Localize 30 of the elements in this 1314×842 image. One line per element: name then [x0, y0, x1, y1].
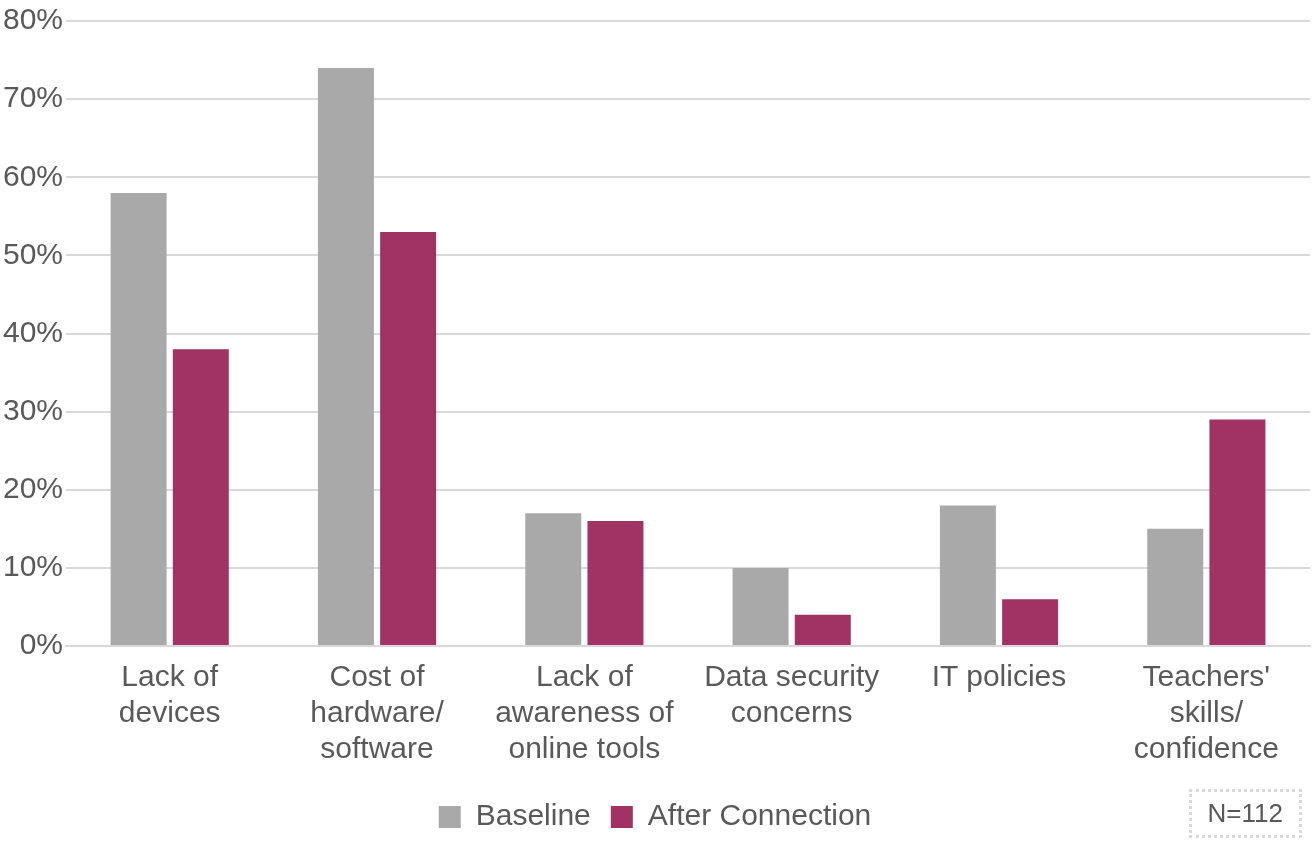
y-tick-label: 60% — [3, 158, 64, 192]
bar — [1209, 419, 1266, 645]
y-tick-label: 10% — [3, 549, 64, 583]
x-tick-label: Cost of hardware/ software — [310, 659, 445, 765]
bar — [525, 513, 582, 645]
x-tick-label: Teachers' skills/ confidence — [1133, 659, 1279, 765]
text: N=112 — [1188, 789, 1302, 838]
legend-label: After Connection — [647, 798, 872, 832]
y-tick-label: 80% — [3, 2, 64, 36]
x-tick-label: Lack of devices — [118, 659, 221, 729]
legend-label: Baseline — [475, 798, 591, 832]
x-tick-label: Lack of awareness of online tools — [495, 659, 675, 765]
y-tick-label: 40% — [3, 314, 64, 348]
bar — [587, 521, 644, 645]
bar — [317, 67, 374, 645]
y-tick-label: 70% — [3, 80, 64, 114]
bar — [732, 567, 789, 645]
bar — [1147, 528, 1204, 645]
bar — [794, 614, 851, 645]
bar — [380, 231, 437, 645]
y-tick-label: 50% — [3, 236, 64, 270]
x-tick-label: Data security concerns — [704, 659, 880, 729]
y-tick-label: 30% — [3, 392, 64, 426]
y-tick-label: 20% — [3, 471, 64, 505]
y-tick-label: 0% — [19, 627, 64, 661]
bar — [110, 192, 167, 645]
bar — [172, 349, 229, 645]
x-tick-label: IT policies — [931, 659, 1067, 693]
bar — [1002, 599, 1059, 645]
bar — [939, 505, 996, 645]
